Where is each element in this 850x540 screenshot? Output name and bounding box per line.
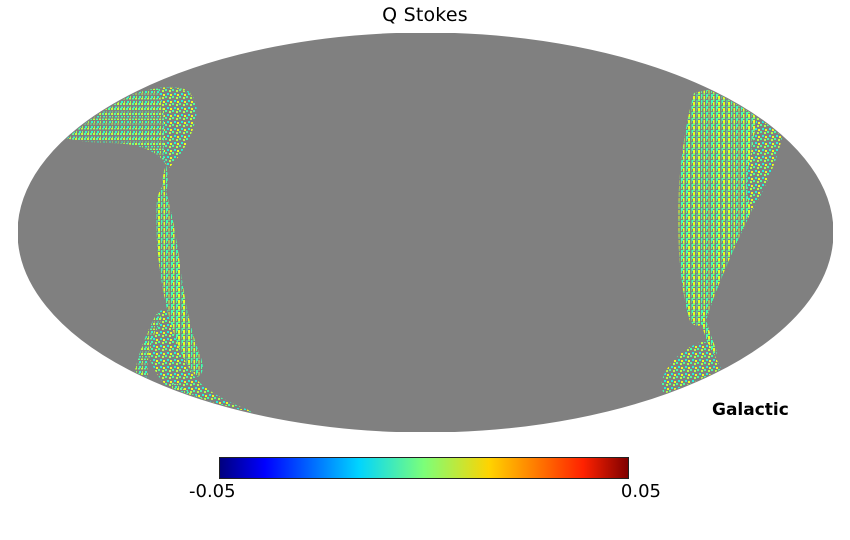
colorbar-max-label: 0.05 (620, 481, 661, 502)
page-title: Q Stokes (382, 4, 468, 26)
mollweide-projection[interactable] (18, 33, 833, 432)
right-scan-lobe (661, 86, 785, 424)
colorbar[interactable]: -0.05 0.05 (189, 457, 661, 505)
colorbar-tick-labels: -0.05 0.05 (189, 481, 661, 505)
coordinate-system-label: Galactic (712, 400, 789, 420)
colorbar-min-label: -0.05 (189, 481, 236, 502)
masked-sky-region (18, 33, 833, 432)
sky-map-canvas[interactable] (18, 33, 833, 432)
colorbar-gradient[interactable] (219, 457, 629, 479)
